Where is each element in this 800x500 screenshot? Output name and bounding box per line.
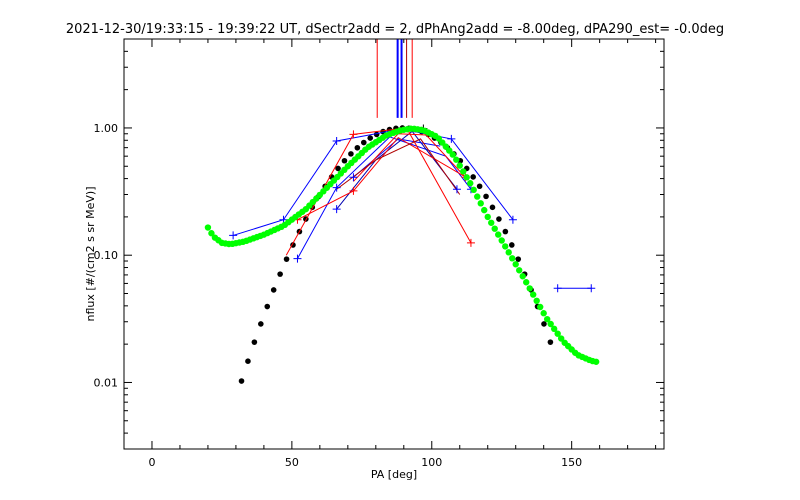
green-curve-dot (456, 162, 463, 169)
black-fit-dot (335, 165, 341, 172)
black-fit-dot (251, 339, 258, 345)
green-curve-dot (516, 267, 523, 274)
green-curve-dot (467, 180, 474, 187)
series-line (336, 130, 458, 210)
black-fit-dot (264, 303, 271, 310)
black-fit-dot (476, 183, 483, 190)
y-axis: 0.01 0.10 1.00 (94, 38, 664, 450)
black-fit-dot (541, 321, 547, 327)
black-fit-dot (277, 271, 283, 277)
plus-marker (293, 254, 302, 263)
plus-marker (229, 231, 238, 240)
x-axis-label: PA [deg] (371, 468, 417, 481)
black-fit-dot (341, 157, 348, 164)
black-fit-dot (496, 216, 502, 222)
green-curve-dot (484, 213, 491, 221)
green-curve-dot (550, 325, 558, 333)
green-curve-dot (488, 219, 495, 226)
plus-marker (332, 136, 341, 145)
black-fit-dot (508, 242, 515, 248)
green-curve-dot (502, 243, 509, 250)
series-line (353, 138, 441, 178)
plus-marker (332, 205, 341, 214)
green-curve-dot (474, 193, 481, 200)
black-fit-dot (367, 135, 374, 141)
green-curve-dot (592, 358, 600, 365)
series-line (297, 136, 469, 221)
black-fit-dot (547, 339, 554, 345)
series-line (232, 128, 514, 236)
x-tick-label: 100 (421, 456, 442, 469)
green-curve-dot (460, 168, 467, 175)
green-curve-dot (536, 303, 544, 311)
green-curve-dot (453, 156, 460, 163)
green-curve-dot (470, 186, 477, 194)
plus-marker (349, 173, 358, 182)
green-curve-dot (554, 330, 561, 337)
green-curve-dot (540, 310, 547, 317)
plus-marker (466, 238, 475, 247)
x-axis: 0 50 100 150 (148, 39, 657, 469)
plus-marker (587, 284, 596, 293)
green-curve-dot (495, 231, 502, 238)
y-tick-label: 0.10 (94, 249, 119, 262)
x-tick-label: 150 (561, 456, 582, 469)
black-fit-dot (360, 139, 367, 146)
plus-marker (452, 185, 461, 194)
plus-marker (349, 130, 358, 139)
green-curve-dot (463, 174, 470, 181)
black-fit-dot (245, 358, 251, 364)
plus-marker (349, 186, 358, 195)
plot-area (204, 39, 600, 384)
green-curve-dot (547, 320, 554, 328)
green-curve-dot (505, 249, 512, 256)
x-tick-label: 0 (148, 456, 155, 469)
black-fit-dot (515, 256, 522, 262)
black-fit-dot (348, 151, 354, 157)
y-tick-label: 0.01 (94, 376, 119, 389)
green-curve-dot (509, 255, 516, 262)
black-fit-dot (470, 174, 476, 180)
green-curve-dot (449, 151, 456, 158)
green-curve-dot (523, 279, 530, 286)
green-curve-dot (519, 273, 526, 280)
green-curve-dot (512, 261, 519, 268)
green-curve-dot (204, 224, 212, 231)
black-fit-dot (354, 144, 361, 151)
y-tick-label: 1.00 (94, 122, 119, 135)
green-curve-dot (529, 291, 537, 298)
series-line (336, 138, 461, 195)
black-fit-dot (489, 204, 496, 211)
plus-marker (447, 134, 456, 143)
series-line (353, 133, 466, 182)
green-curve-dot (208, 230, 215, 237)
black-fit-dot (270, 287, 277, 293)
green-curve-dot (543, 315, 551, 323)
x-tick-label: 50 (285, 456, 299, 469)
plus-marker (553, 284, 562, 293)
black-fit-dot (502, 228, 509, 235)
black-fit-dot (483, 193, 489, 200)
green-curve-dot (533, 297, 540, 305)
green-curve-dot (498, 237, 505, 244)
y-axis-label: nflux [#/(cm2 s sr MeV)] (84, 187, 97, 322)
green-curve-dot (557, 335, 565, 342)
black-fit-dot (238, 378, 245, 384)
black-fit-dot (283, 256, 290, 262)
black-fit-dot (258, 321, 264, 327)
green-curve-dot (477, 200, 484, 207)
green-curve-dot (481, 206, 488, 214)
chart-title: 2021-12-30/19:33:15 - 19:39:22 UT, dSect… (66, 22, 724, 37)
plus-marker (332, 183, 341, 192)
plus-marker (508, 215, 517, 224)
green-curve-dot (526, 285, 533, 292)
plot-frame (123, 38, 665, 450)
green-curve-dot (491, 225, 498, 232)
